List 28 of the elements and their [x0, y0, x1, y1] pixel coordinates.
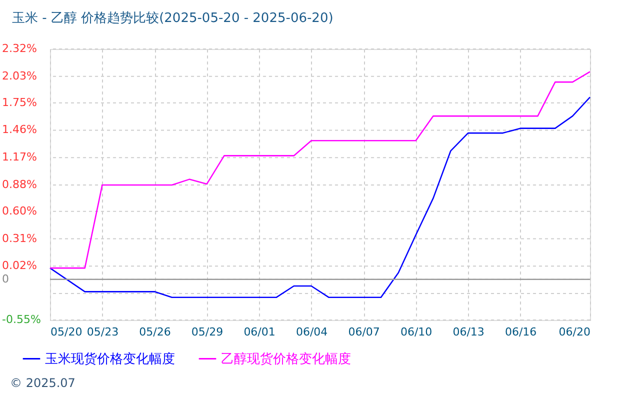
- text: © 2025.07: [10, 376, 76, 390]
- x-tick-label: 05/29: [191, 326, 224, 338]
- y-tick-label: 1.17%: [2, 150, 37, 164]
- legend-label: 玉米现货价格变化幅度: [45, 350, 175, 367]
- y-tick-label: 2.03%: [2, 69, 37, 82]
- x-tick-label: 05/23: [86, 326, 119, 338]
- y-tick-label: 2.32%: [2, 42, 37, 55]
- y-tick-label: -0.55%: [2, 313, 41, 326]
- y-tick-label: 1.46%: [2, 123, 37, 136]
- y-tick-label: 0.02%: [2, 259, 37, 272]
- x-tick-label: 06/10: [400, 326, 432, 338]
- y-tick-label: 0.88%: [2, 178, 37, 191]
- x-tick-label: 06/16: [504, 326, 537, 338]
- x-tick-label: 05/26: [139, 326, 171, 338]
- y-tick-label: 0.60%: [2, 204, 37, 218]
- x-tick-label: 06/04: [296, 326, 328, 338]
- y-tick-label: 0.31%: [2, 232, 37, 245]
- y-tick-label: 1.75%: [2, 96, 37, 109]
- legend-label: 乙醇现货价格变化幅度: [221, 350, 351, 367]
- x-tick-label: 06/13: [452, 326, 484, 338]
- x-tick-label: 06/20: [558, 326, 590, 338]
- x-tick-label: 05/20: [50, 326, 82, 338]
- x-tick-label: 06/01: [244, 326, 276, 338]
- chart-title: 玉米 - 乙醇 价格趋势比较(2025-05-20 - 2025-06-20): [12, 11, 334, 26]
- line-series: [49, 71, 591, 269]
- x-tick-label: 06/07: [348, 326, 380, 338]
- line-series: [49, 96, 591, 298]
- y-tick-label: 0: [2, 272, 9, 286]
